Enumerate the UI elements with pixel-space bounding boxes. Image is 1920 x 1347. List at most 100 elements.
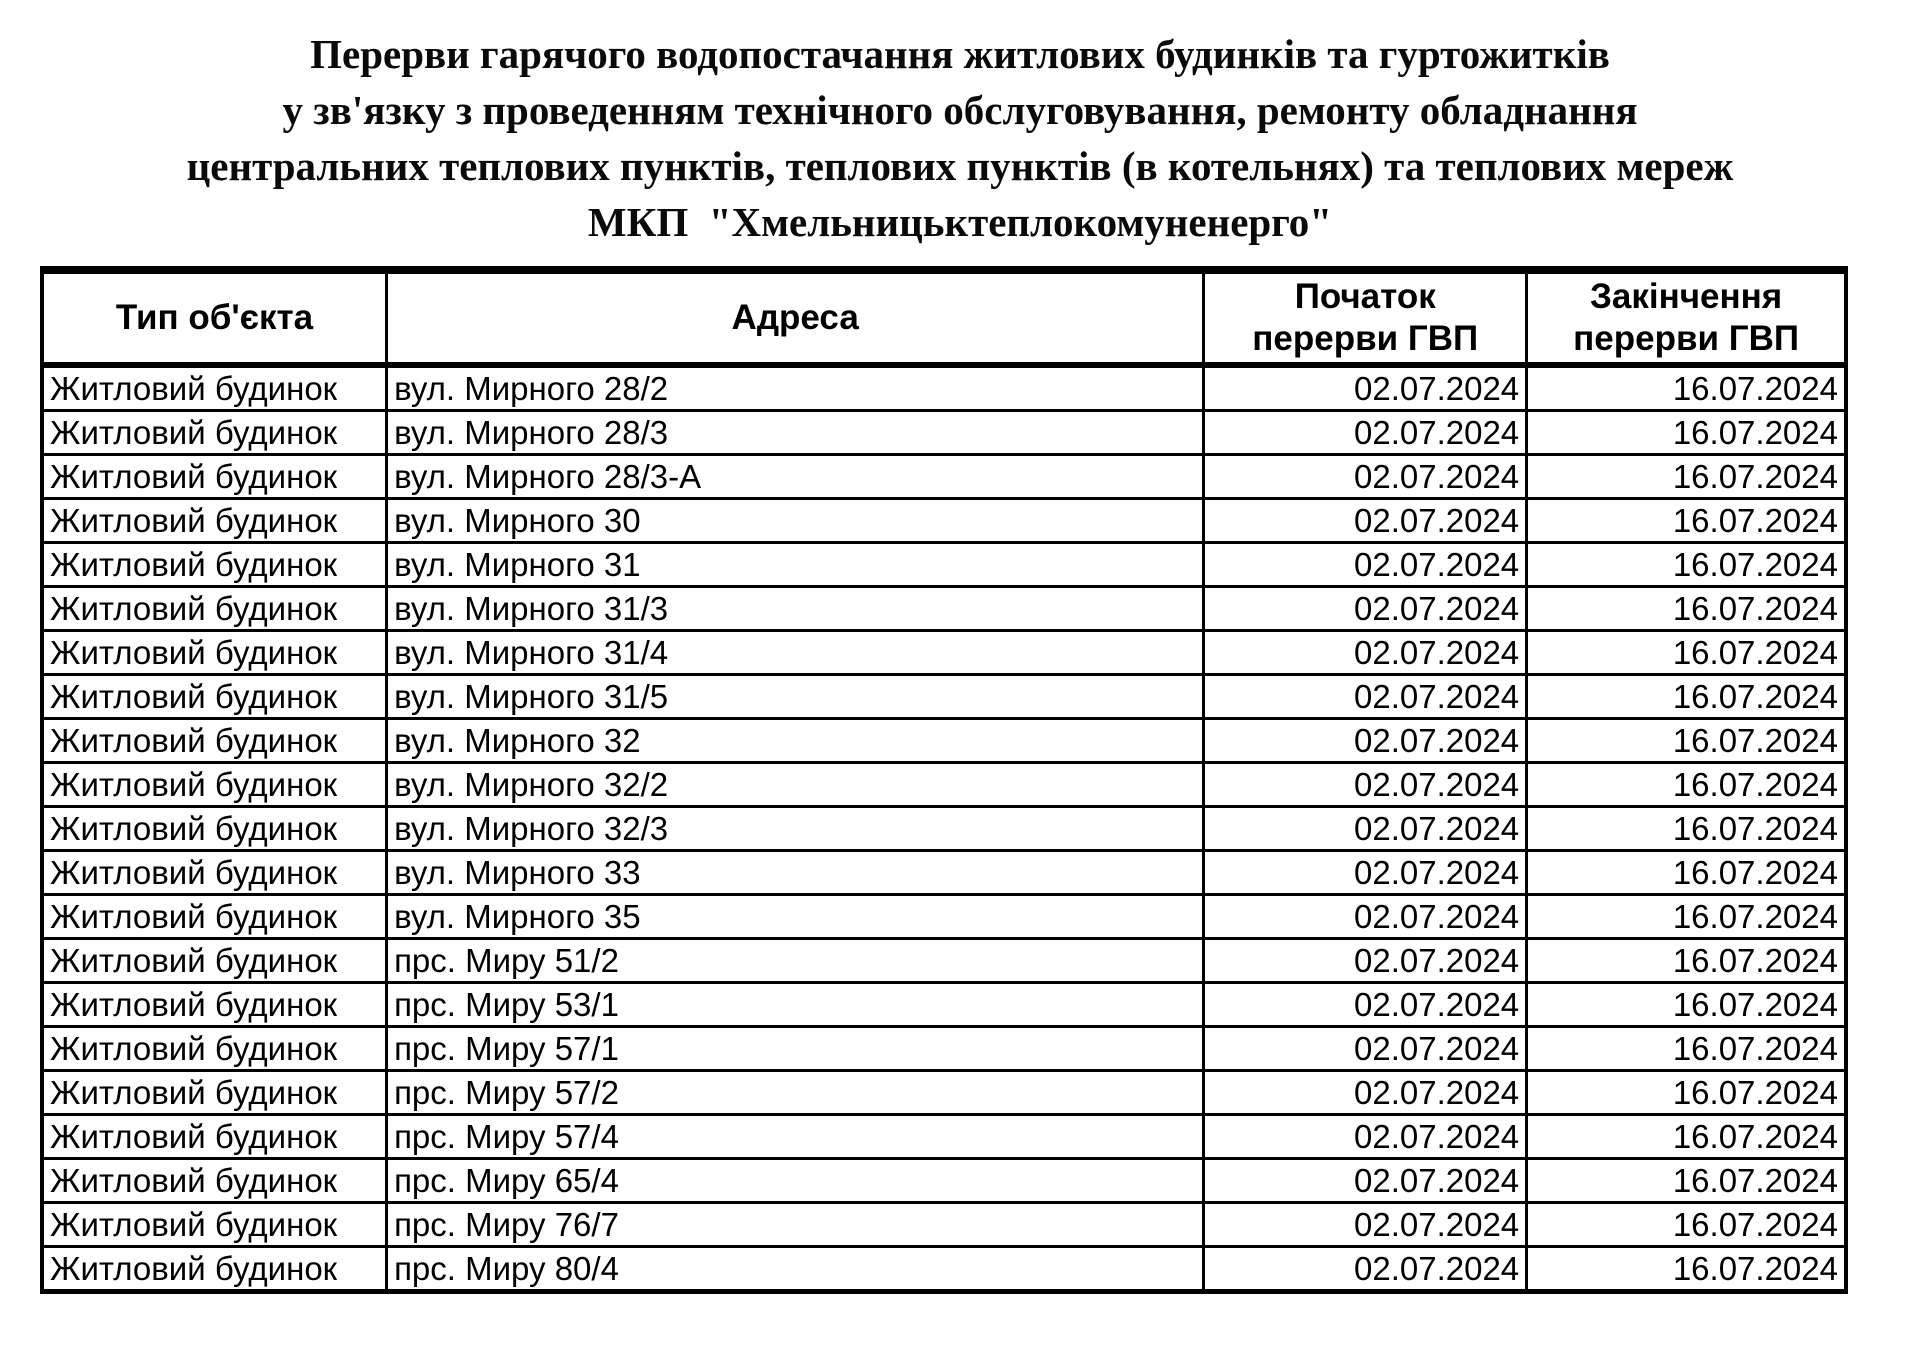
cell-object-type: Житловий будинок [40, 893, 389, 940]
cell-end-date: 16.07.2024 [1525, 1113, 1848, 1160]
cell-start-date: 02.07.2024 [1202, 629, 1529, 676]
cell-start-date: 02.07.2024 [1202, 1245, 1529, 1293]
table-row: Житловий будинок прс. Миру 57/1 02.07.2024… [40, 1025, 1848, 1072]
cell-start-date: 02.07.2024 [1202, 893, 1529, 940]
cell-address: вул. Мирного 32/2 [385, 761, 1206, 808]
column-header-object-type: Тип об'єкта [40, 268, 389, 368]
cell-object-type: Житловий будинок [40, 849, 389, 896]
cell-start-date: 02.07.2024 [1202, 409, 1529, 456]
cell-end-date: 16.07.2024 [1525, 1069, 1848, 1116]
cell-object-type: Житловий будинок [40, 1025, 389, 1072]
cell-object-type: Житловий будинок [40, 805, 389, 852]
table-row: Житловий будинок прс. Миру 51/2 02.07.2024… [40, 937, 1848, 984]
cell-address: вул. Мирного 35 [385, 893, 1206, 940]
cell-address: прс. Миру 53/1 [385, 981, 1206, 1028]
title-line-4: МКП "Хмельницьктеплокомуненерго" [587, 199, 1333, 245]
cell-start-date: 02.07.2024 [1202, 761, 1529, 808]
table-row: Житловий будинок вул. Мирного 30 02.07.202… [40, 497, 1848, 544]
table-row: Житловий будинок прс. Миру 76/7 02.07.2024… [40, 1201, 1848, 1248]
cell-object-type: Житловий будинок [40, 761, 389, 808]
table-row: Житловий будинок вул. Мирного 31/3 02.07.2… [40, 585, 1848, 632]
cell-address: вул. Мирного 28/3-А [385, 453, 1206, 500]
cell-end-date: 16.07.2024 [1525, 761, 1848, 808]
cell-address: вул. Мирного 31/3 [385, 585, 1206, 632]
cell-end-date: 16.07.2024 [1525, 893, 1848, 940]
table-row: Житловий будинок прс. Миру 80/4 02.07.2024… [40, 1245, 1848, 1293]
table-row: Житловий будинок прс. Миру 57/4 02.07.2024… [40, 1113, 1848, 1160]
cell-end-date: 16.07.2024 [1525, 363, 1848, 412]
cell-start-date: 02.07.2024 [1202, 673, 1529, 720]
table-row: Житловий будинок вул. Мирного 32/3 02.07.2… [40, 805, 1848, 852]
cell-end-date: 16.07.2024 [1525, 541, 1848, 588]
cell-address: прс. Миру 80/4 [385, 1245, 1206, 1293]
cell-object-type: Житловий будинок [40, 673, 389, 720]
cell-start-date: 02.07.2024 [1202, 717, 1529, 764]
cell-end-date: 16.07.2024 [1525, 937, 1848, 984]
cell-start-date: 02.07.2024 [1202, 1069, 1529, 1116]
cell-address: вул. Мирного 30 [385, 497, 1206, 544]
cell-end-date: 16.07.2024 [1525, 409, 1848, 456]
cell-address: прс. Миру 65/4 [385, 1157, 1206, 1204]
table-row: Житловий будинок прс. Миру 57/2 02.07.2024… [40, 1069, 1848, 1116]
cell-address: вул. Мирного 32/3 [385, 805, 1206, 852]
cell-address: вул. Мирного 31 [385, 541, 1206, 588]
cell-start-date: 02.07.2024 [1202, 937, 1529, 984]
table-header: Тип об'єкта Адреса Початок перерви ГВП З… [40, 268, 1848, 368]
cell-address: вул. Мирного 31/4 [385, 629, 1206, 676]
cell-object-type: Житловий будинок [40, 981, 389, 1028]
cell-object-type: Житловий будинок [40, 453, 389, 500]
cell-start-date: 02.07.2024 [1202, 585, 1529, 632]
table-row: Житловий будинок вул. Мирного 32 02.07.202… [40, 717, 1848, 764]
cell-object-type: Житловий будинок [40, 937, 389, 984]
cell-start-date: 02.07.2024 [1202, 1201, 1529, 1248]
cell-start-date: 02.07.2024 [1202, 453, 1529, 500]
table-row: Житловий будинок вул. Мирного 31/5 02.07.2… [40, 673, 1848, 720]
table-row: Житловий будинок вул. Мирного 31 02.07.202… [40, 541, 1848, 588]
cell-address: прс. Миру 76/7 [385, 1201, 1206, 1248]
cell-object-type: Житловий будинок [40, 497, 389, 544]
cell-address: вул. Мирного 32 [385, 717, 1206, 764]
cell-start-date: 02.07.2024 [1202, 849, 1529, 896]
cell-end-date: 16.07.2024 [1525, 805, 1848, 852]
column-header-start-date: Початок перерви ГВП [1202, 268, 1529, 368]
cell-object-type: Житловий будинок [40, 1157, 389, 1204]
cell-end-date: 16.07.2024 [1525, 629, 1848, 676]
cell-object-type: Житловий будинок [40, 585, 389, 632]
table-row: Житловий будинок вул. Мирного 28/3-А 02.07… [40, 453, 1848, 500]
table-row: Житловий будинок вул. Мирного 33 02.07.202… [40, 849, 1848, 896]
cell-end-date: 16.07.2024 [1525, 453, 1848, 500]
table-row: Житловий будинок вул. Мирного 35 02.07.202… [40, 893, 1848, 940]
cell-address: прс. Миру 57/1 [385, 1025, 1206, 1072]
cell-end-date: 16.07.2024 [1525, 497, 1848, 544]
cell-address: прс. Миру 57/2 [385, 1069, 1206, 1116]
cell-end-date: 16.07.2024 [1525, 849, 1848, 896]
column-header-end-date: Закінчення перерви ГВП [1525, 268, 1848, 368]
title-line-1: Перерви гарячого водопостачання житлових… [310, 31, 1610, 77]
table-row: Житловий будинок прс. Миру 53/1 02.07.2024… [40, 981, 1848, 1028]
cell-start-date: 02.07.2024 [1202, 1025, 1529, 1072]
cell-object-type: Житловий будинок [40, 1201, 389, 1248]
cell-address: вул. Мирного 28/3 [385, 409, 1206, 456]
cell-address: вул. Мирного 28/2 [385, 363, 1206, 412]
cell-end-date: 16.07.2024 [1525, 1245, 1848, 1293]
cell-start-date: 02.07.2024 [1202, 497, 1529, 544]
cell-start-date: 02.07.2024 [1202, 981, 1529, 1028]
table-row: Житловий будинок вул. Мирного 28/2 02.07.2… [40, 363, 1848, 412]
cell-start-date: 02.07.2024 [1202, 805, 1529, 852]
table-body: Житловий будинок вул. Мирного 28/2 02.07.2… [40, 363, 1848, 1293]
cell-object-type: Житловий будинок [40, 1113, 389, 1160]
cell-address: вул. Мирного 33 [385, 849, 1206, 896]
cell-object-type: Житловий будинок [40, 629, 389, 676]
cell-end-date: 16.07.2024 [1525, 673, 1848, 720]
cell-object-type: Житловий будинок [40, 363, 389, 412]
cell-start-date: 02.07.2024 [1202, 541, 1529, 588]
cell-end-date: 16.07.2024 [1525, 981, 1848, 1028]
cell-end-date: 16.07.2024 [1525, 1201, 1848, 1248]
cell-start-date: 02.07.2024 [1202, 1157, 1529, 1204]
title-line-2: у зв'язку з проведенням технічного обслу… [282, 87, 1638, 133]
table-row: Житловий будинок вул. Мирного 28/3 02.07.2… [40, 409, 1848, 456]
cell-start-date: 02.07.2024 [1202, 363, 1529, 412]
cell-object-type: Житловий будинок [40, 541, 389, 588]
hot-water-interruption-table: Тип об'єкта Адреса Початок перерви ГВП З… [40, 266, 1848, 1294]
